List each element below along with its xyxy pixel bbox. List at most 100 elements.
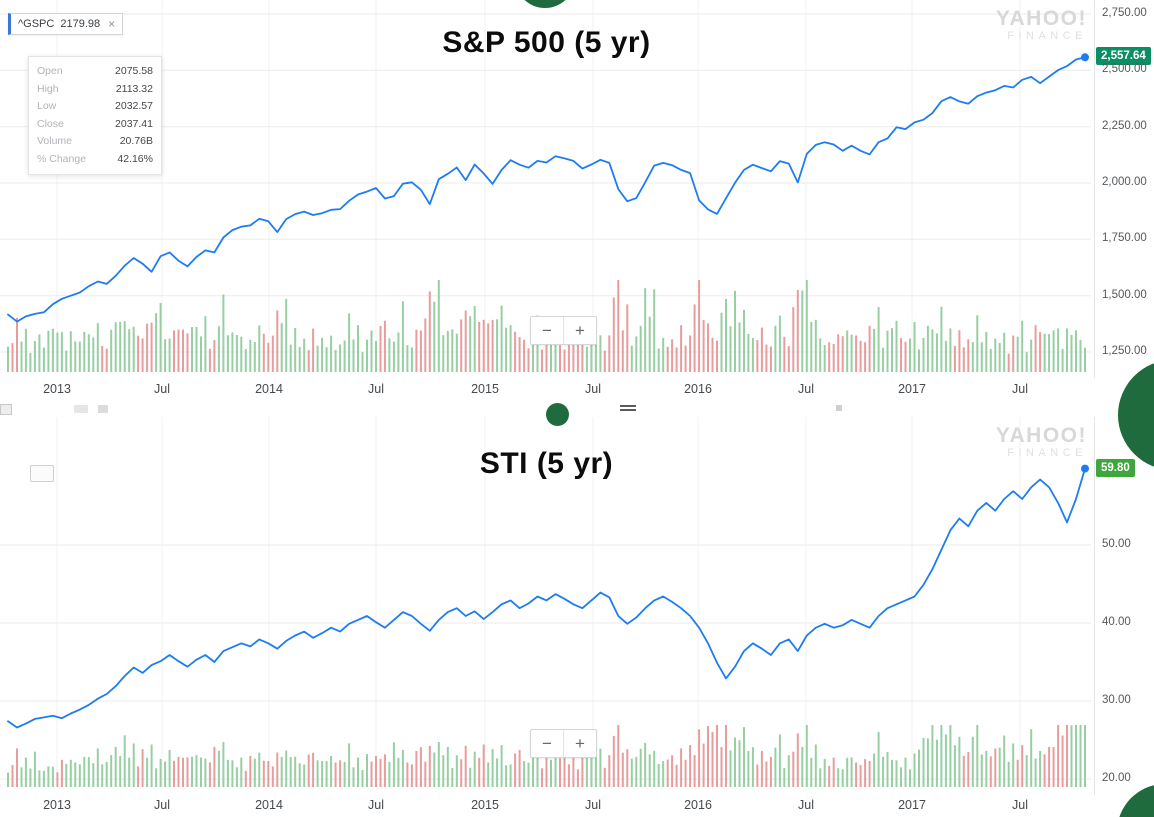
last-price-badge: 2,557.64 (1096, 47, 1151, 66)
volume-bar (527, 348, 530, 372)
clipped-menu-icon (620, 409, 636, 411)
volume-bar (1007, 353, 1010, 372)
volume-bar (155, 768, 158, 787)
green-circle-decoration (546, 403, 569, 426)
volume-bar (666, 346, 669, 372)
volume-bar (958, 736, 961, 787)
volume-bar (689, 745, 692, 787)
volume-bar (518, 749, 521, 787)
volume-bar (523, 761, 526, 787)
volume-bar (375, 755, 377, 787)
volume-bar (1079, 725, 1082, 787)
volume-bar (971, 342, 974, 372)
volume-bar (891, 759, 893, 787)
sti-chart-canvas[interactable] (0, 417, 1093, 797)
volume-bar (971, 736, 974, 787)
volume-bar (1057, 328, 1060, 372)
price-line (7, 56, 1086, 323)
volume-bar (469, 316, 472, 372)
volume-bar (729, 750, 732, 787)
x-axis-label: 2014 (255, 798, 283, 812)
volume-bar (792, 307, 795, 372)
volume-bar (244, 349, 247, 372)
x-axis-label: 2017 (898, 798, 926, 812)
volume-bar (944, 340, 947, 372)
volume-bar (406, 345, 409, 372)
tooltip-value: 2113.32 (115, 82, 153, 95)
volume-bar (630, 758, 633, 787)
volume-bar (1075, 725, 1077, 787)
tooltip-row: High 2113.32 (37, 81, 153, 99)
volume-bar (720, 747, 723, 787)
y-axis-label: 2,250.00 (1102, 119, 1147, 132)
zoom-in-button[interactable]: + (563, 730, 596, 757)
volume-bar (576, 336, 579, 372)
volume-bar (33, 751, 36, 787)
volume-bar (841, 336, 844, 372)
zoom-in-button[interactable]: + (563, 317, 596, 344)
volume-bar (931, 329, 934, 372)
x-axis-label: Jul (154, 798, 170, 812)
y-axis-separator (1094, 0, 1095, 378)
volume-bar (105, 348, 108, 372)
ticker-tab-gspc[interactable]: ^GSPC 2179.98 × (8, 13, 124, 35)
collapsed-legend-chip[interactable] (30, 465, 54, 482)
volume-bar (900, 338, 902, 372)
volume-bar (164, 339, 167, 372)
x-axis-label: 2013 (43, 798, 71, 812)
volume-bar (1084, 347, 1086, 372)
close-icon[interactable]: × (108, 17, 116, 31)
volume-bar (738, 322, 741, 372)
volume-bar (20, 767, 23, 787)
volume-bar (410, 764, 413, 787)
volume-bar (437, 280, 440, 372)
volume-bar (837, 768, 840, 787)
volume-bar (935, 333, 938, 372)
volume-bar (567, 336, 570, 372)
volume-bar (473, 306, 476, 372)
zoom-out-button[interactable]: − (542, 733, 552, 753)
volume-bar (909, 769, 911, 787)
volume-bar (128, 757, 131, 787)
y-axis-label: 20.00 (1102, 772, 1131, 784)
volume-bar (114, 746, 117, 787)
yahoo-logo-text: YAHOO! (995, 424, 1087, 447)
finance-logo-text: FINANCE (1007, 447, 1087, 460)
tooltip-label: Low (37, 100, 57, 112)
volume-bar (155, 313, 158, 372)
volume-bar (123, 321, 126, 372)
volume-bar (119, 321, 122, 372)
volume-bar (599, 748, 602, 787)
volume-bar (514, 331, 517, 372)
clipped-ui-fragment (836, 405, 842, 411)
x-axis-label: Jul (798, 382, 814, 396)
volume-bar (635, 756, 638, 787)
volume-bar (482, 319, 485, 372)
volume-bar (496, 758, 499, 787)
volume-bar (370, 761, 373, 787)
green-circle-decoration (515, 0, 575, 8)
volume-bar (900, 767, 902, 787)
volume-bar (357, 757, 359, 788)
volume-bar (191, 327, 193, 372)
volume-bar (940, 725, 943, 787)
volume-bar (953, 745, 956, 787)
volume-bar (505, 765, 508, 787)
volume-bar (258, 752, 261, 787)
volume-bar (74, 341, 77, 372)
zoom-out-button[interactable]: − (542, 320, 552, 340)
volume-bar (168, 338, 171, 372)
volume-bar (743, 727, 745, 787)
sp500-chart-canvas[interactable] (0, 0, 1093, 380)
volume-bar (751, 747, 754, 787)
volume-bar (271, 335, 274, 372)
volume-bar (357, 325, 359, 372)
volume-bar (989, 348, 992, 372)
volume-bar (1007, 761, 1010, 787)
volume-bar (859, 765, 862, 787)
volume-bar (500, 305, 503, 372)
volume-bar (401, 301, 404, 372)
volume-bar (796, 733, 799, 787)
volume-bar (805, 725, 808, 787)
volume-bar (814, 319, 817, 372)
